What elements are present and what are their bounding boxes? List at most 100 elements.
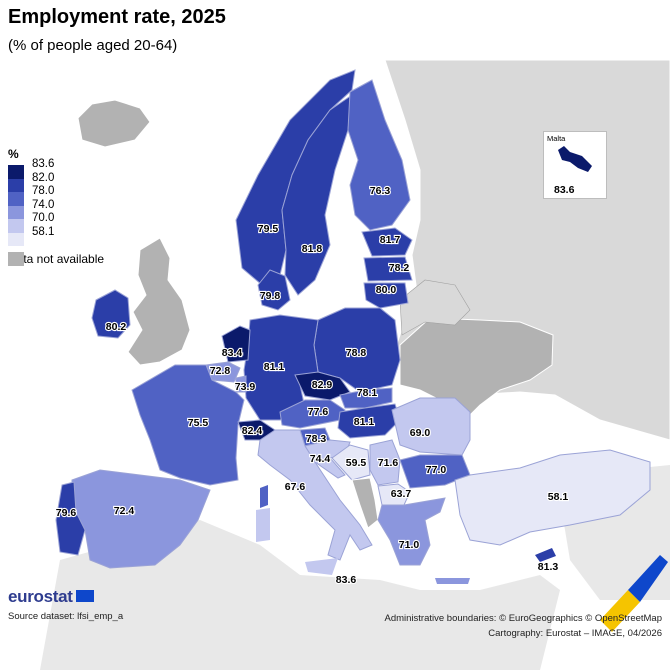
- value-label-bulgaria: 77.0: [426, 464, 447, 476]
- value-label-norway: 79.5: [258, 223, 279, 235]
- value-label-luxembourg: 73.9: [235, 381, 256, 393]
- legend-value: 78.0: [32, 185, 55, 197]
- region-france: [131, 364, 245, 486]
- eu-chevron-logo-blue: [628, 555, 668, 602]
- legend-value: 83.6: [32, 158, 55, 170]
- legend-class: 82.0: [8, 172, 104, 192]
- value-label-sweden: 81.8: [302, 243, 323, 255]
- legend-swatch: [8, 219, 24, 233]
- region-portugal: [55, 481, 86, 556]
- region-ukraine: [399, 317, 554, 421]
- region-estonia: [361, 227, 413, 257]
- region-serbia: [369, 439, 401, 486]
- region-croatia: [304, 439, 351, 479]
- region-bosnia: [331, 444, 371, 481]
- value-label-estonia: 81.7: [380, 234, 401, 246]
- inset-name: Malta: [547, 134, 566, 143]
- inset-value: 83.6: [554, 184, 575, 196]
- value-label-cyprus: 81.3: [538, 561, 559, 573]
- region-romania: [391, 397, 471, 456]
- region-iceland: [77, 99, 151, 148]
- region-slovakia: [339, 387, 393, 409]
- region-united-kingdom: [127, 237, 191, 366]
- value-labels: 80.2 79.6 72.4 75.5 72.8 83.4 73.9 81.1 79.8 79.5…: [55, 184, 570, 587]
- legend-na-swatch: [8, 252, 24, 266]
- region-netherlands: [221, 325, 251, 363]
- region-corsica: [260, 485, 268, 508]
- eu-chevron-logo-yellow: [600, 590, 640, 632]
- region-ireland: [91, 289, 131, 339]
- logo-text: eurostat: [8, 587, 73, 606]
- legend-value: 70.0: [32, 212, 55, 224]
- credits: Administrative boundaries: © EuroGeograp…: [385, 611, 663, 641]
- value-label-czechia: 82.9: [312, 379, 333, 391]
- value-label-poland: 78.8: [346, 347, 367, 359]
- legend-swatch: [8, 192, 24, 206]
- value-label-netherlands: 83.4: [222, 347, 243, 359]
- value-label-romania: 69.0: [410, 427, 431, 439]
- region-north-macedonia: [377, 483, 411, 506]
- value-label-belgium: 72.8: [210, 365, 231, 377]
- value-label-germany: 81.1: [264, 361, 285, 373]
- value-label-serbia: 71.6: [378, 457, 399, 469]
- legend: % 83.6 82.0 78.0 74.0 70.0 58.1 Data not avai…: [8, 147, 104, 266]
- legend-class: 70.0: [8, 212, 104, 233]
- value-label-slovenia: 78.3: [306, 433, 327, 445]
- value-label-italy: 67.6: [285, 481, 306, 493]
- value-label-hungary: 81.1: [354, 416, 375, 428]
- credits-line-1: Administrative boundaries: © EuroGeograp…: [384, 613, 663, 624]
- value-label-austria: 77.6: [308, 406, 329, 418]
- legend-value: 58.1: [32, 225, 55, 238]
- legend-swatch: [8, 165, 24, 179]
- region-greece: [377, 497, 446, 566]
- region-belarus: [399, 279, 471, 336]
- legend-na: Data not available: [8, 252, 104, 266]
- value-label-greece: 71.0: [399, 539, 420, 551]
- region-north-africa: [40, 520, 560, 670]
- value-label-lithuania: 80.0: [376, 284, 397, 296]
- region-cyprus: [535, 548, 556, 562]
- region-italy: [257, 429, 373, 561]
- legend-value: 74.0: [32, 198, 55, 211]
- value-label-slovakia: 78.1: [357, 387, 378, 399]
- value-label-north-macedonia: 63.7: [391, 488, 412, 500]
- value-label-portugal: 79.6: [56, 507, 77, 519]
- legend-value: 82.0: [32, 171, 55, 184]
- legend-swatch: [8, 232, 24, 246]
- region-luxembourg: [235, 375, 247, 393]
- region-turkiye: [454, 449, 651, 546]
- value-label-switzerland: 82.4: [242, 425, 263, 437]
- region-czechia: [294, 371, 351, 401]
- value-label-finland: 76.3: [370, 185, 391, 197]
- value-label-t-rkiye: 58.1: [548, 491, 569, 503]
- legend-class: 83.6: [8, 158, 104, 179]
- value-label-croatia: 74.4: [310, 453, 331, 465]
- region-finland: [347, 79, 411, 231]
- legend-swatch: [8, 178, 24, 192]
- legend-class: 58.1: [8, 226, 104, 246]
- value-label-latvia: 78.2: [389, 262, 410, 274]
- value-label-spain: 72.4: [114, 505, 135, 517]
- region-hungary: [337, 403, 401, 439]
- credits-line-2: Cartography: Eurostat – IMAGE, 04/2026: [488, 628, 662, 639]
- legend-na-label: Data not available: [8, 252, 105, 266]
- legend-class: 74.0: [8, 199, 104, 219]
- region-lithuania: [363, 282, 409, 309]
- eu-flag-icon: [75, 589, 94, 602]
- map-title: Employment rate, 2025: [8, 6, 226, 28]
- value-label-denmark: 79.8: [260, 290, 281, 302]
- legend-class: 78.0: [8, 185, 104, 206]
- value-label-bosnia-and-herzegovina: 59.5: [346, 457, 367, 469]
- region-sweden: [281, 93, 353, 296]
- value-label-france: 75.5: [188, 417, 209, 429]
- legend-unit: %: [8, 147, 19, 161]
- source-text: Source dataset: lfsi_emp_a: [8, 611, 124, 622]
- value-label-malta: 83.6: [336, 574, 357, 586]
- map-subtitle: (% of people aged 20-64): [8, 37, 178, 54]
- region-latvia: [363, 256, 413, 282]
- region-sicily: [305, 558, 338, 575]
- eurostat-logo: eurostat: [8, 587, 94, 607]
- value-label-ireland: 80.2: [106, 321, 127, 333]
- legend-classes: 83.6 82.0 78.0 74.0 70.0 58.1: [8, 158, 104, 246]
